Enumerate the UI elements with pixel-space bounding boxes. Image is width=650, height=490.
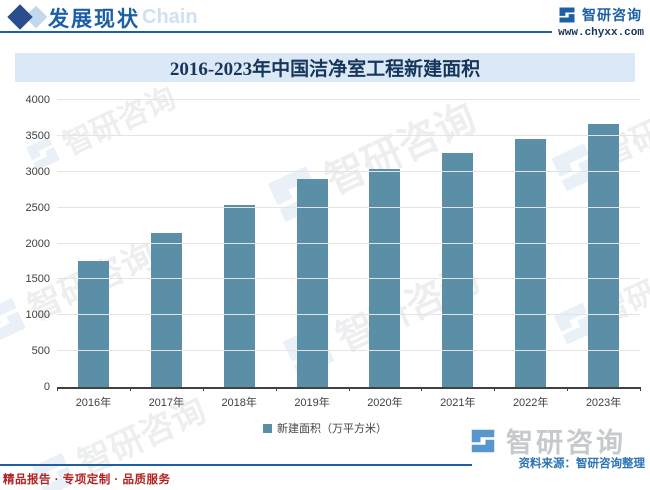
bar-2018年 [223,205,255,387]
gridline [57,242,640,244]
y-tick-label: 0 [43,381,50,393]
x-tick-label: 2020年 [367,397,403,409]
bar-slot [349,100,422,387]
bar-2022年 [515,138,547,387]
x-axis-labels: 2016年 2017年 2018年 2019年 2020年 2021年 2022年 2023年 [57,394,640,410]
brand-name: 智研咨询 [582,7,642,23]
x-tick-label: 2016年 [75,397,112,409]
legend-swatch [263,423,272,433]
x-axis-tick [494,387,496,391]
x-axis-tick [275,387,277,391]
bottom-brandmark: 智研咨询 [468,421,626,460]
gridline [57,350,640,352]
y-tick-label: 500 [31,345,50,358]
x-tick-label: 2019年 [294,397,330,409]
x-axis-tick [129,387,131,391]
legend: 新建面积（万平方米） [0,420,650,436]
x-axis-tick [421,387,423,391]
bar-2017年 [150,233,182,387]
y-tick-label: 2000 [25,237,50,250]
y-tick-label: 3500 [25,129,50,142]
x-axis-tick [640,387,641,391]
y-tick-label: 3000 [25,165,50,178]
chart-title: 2016-2023年中国洁净室工程新建面积 [169,59,481,80]
header-watermark-text: Chain [142,6,198,28]
y-tick-label: 4000 [25,94,50,106]
zhiyan-logo-icon [559,7,575,23]
brand-url: www.chyxx.com [558,27,644,39]
y-tick-label: 1000 [25,309,50,322]
diamond-icon [7,4,33,30]
gridline [57,206,640,208]
chart: 0 500 1000 1500 2000 2500 3000 3500 4000 2016年 20… [0,94,650,410]
header-divider [0,31,552,33]
x-axis-tick [348,387,350,391]
bar-slot [494,100,567,387]
bar-slot [421,100,494,387]
gridline [57,134,640,136]
y-tick-label: 2500 [25,201,50,214]
bar-slot [57,100,130,387]
gridline [57,278,640,280]
bar-2019年 [296,178,328,387]
gridline [57,99,640,100]
x-tick-label: 2017年 [148,397,185,409]
x-tick-label: 2023年 [585,397,622,409]
gridline [57,170,640,172]
x-tick-label: 2021年 [440,397,476,409]
y-axis: 0 500 1000 1500 2000 2500 3000 3500 4000 [0,94,50,393]
x-tick-label: 2022年 [512,397,549,409]
bar-slot [203,100,276,387]
bottom-brandmark-text: 智研咨询 [506,428,626,458]
zhiyan-logo-icon [471,429,495,452]
x-tick-label: 2018年 [221,397,257,409]
bar-2016年 [77,260,109,387]
bar-series [57,100,640,387]
footer-divider [0,464,472,466]
footer-tagline: 精品报告 · 专项定制 · 品质服务 [3,474,171,486]
x-axis-tick [57,387,58,391]
bar-slot [130,100,203,387]
data-source-label: 资料来源：智研咨询整理 [518,458,646,470]
x-axis-tick [202,387,204,391]
plot-area [57,99,641,391]
gridline [57,314,640,316]
brand-logo: 智研咨询 [557,5,642,25]
bar-2023年 [588,123,620,387]
bar-slot [276,100,349,387]
bar-2021年 [442,153,474,387]
y-tick-label: 1500 [25,273,50,286]
legend-label: 新建面积（万平方米） [277,423,387,435]
section-title: 发展现状 [48,8,140,31]
bar-slot [567,100,640,387]
title-band: 2016-2023年中国洁净室工程新建面积 [15,53,635,82]
x-axis-tick [567,387,569,391]
